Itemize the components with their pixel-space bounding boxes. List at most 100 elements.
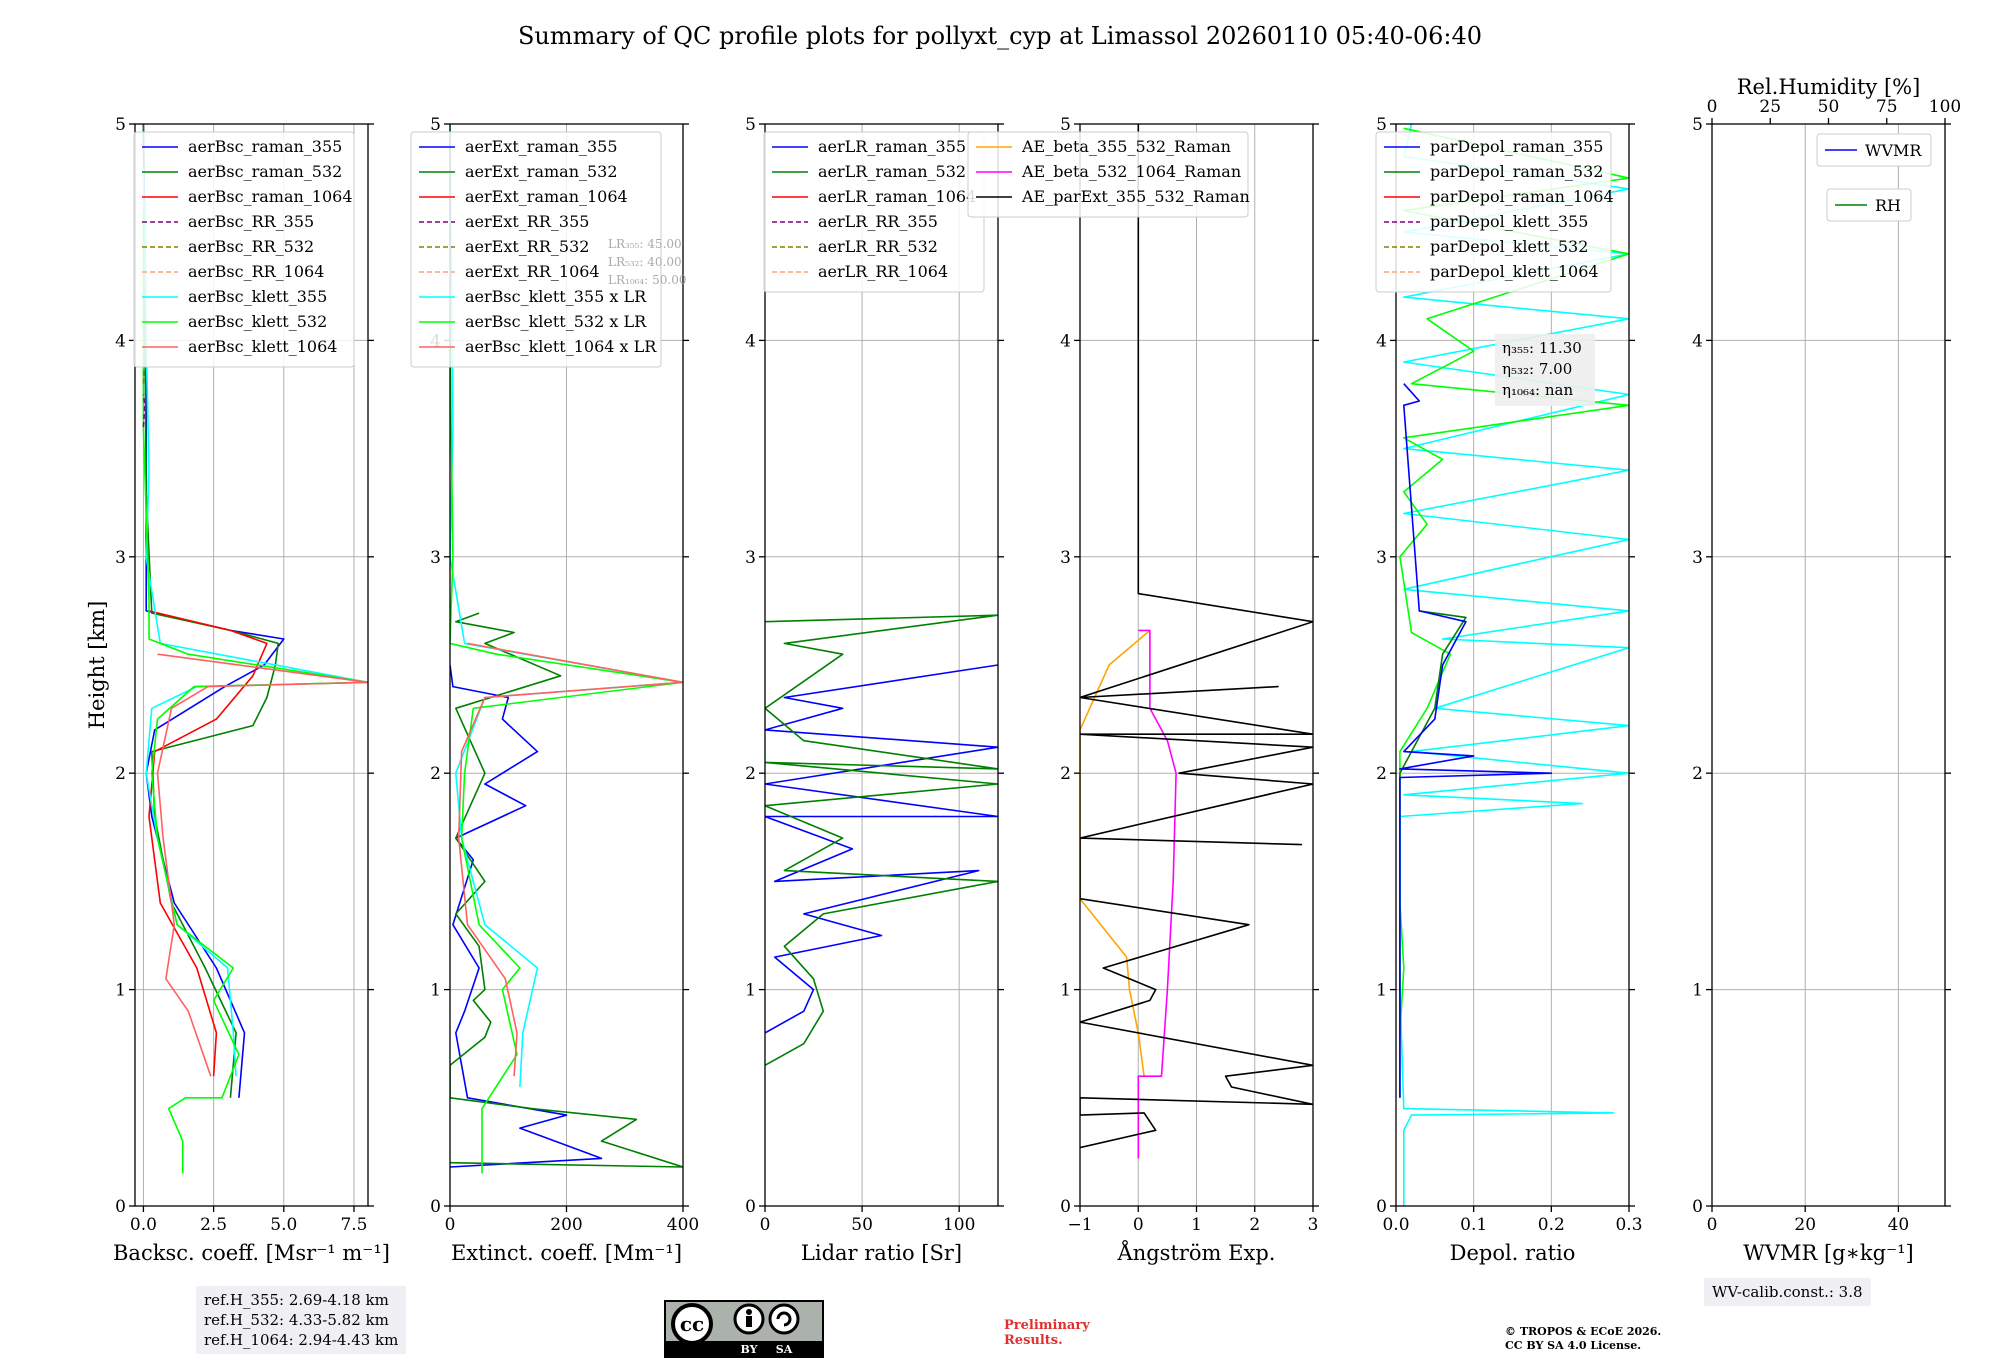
x-top-tick-label: 75: [1876, 97, 1898, 117]
y-tick-label: 4: [115, 331, 126, 351]
eta-note-label: η₅₃₂: 7.00: [1502, 360, 1572, 378]
ref-height-1064: ref.H_1064: 2.94-4.43 km: [204, 1331, 399, 1349]
series-line-aerExt_raman_532: [450, 612, 683, 1168]
x-tick-label: 100: [943, 1215, 975, 1235]
legend-box: [1826, 188, 1912, 222]
series-line-aerExt_raman_355: [450, 664, 603, 1168]
preliminary-line-1: Preliminary: [1004, 1318, 1090, 1333]
chart-panel-0: 0 1 2 3 4 5 0.0 2.5 5.0 7.5 Backsc. coeff. [Msr⁻¹ …: [85, 115, 390, 1265]
y-tick-label: 2: [1692, 764, 1703, 784]
y-tick-label: 2: [1060, 764, 1071, 784]
x-tick-label: 0.3: [1615, 1215, 1642, 1235]
cc-license-logo: cc BY SA: [664, 1300, 824, 1358]
legend-label: aerLR_RR_1064: [818, 262, 948, 281]
plot-frame: [764, 123, 999, 1207]
y-tick-label: 4: [1060, 331, 1071, 351]
wv-calib-box: WV-calib.const.: 3.8: [1704, 1278, 1871, 1306]
x-axis-label: Ångström Exp.: [1117, 1240, 1276, 1265]
y-tick-label: 4: [745, 331, 756, 351]
legend-label: aerBsc_RR_532: [188, 237, 314, 256]
y-tick-label: 0: [115, 1197, 126, 1217]
legend-label: aerExt_RR_532: [465, 237, 589, 256]
legend-label: WVMR: [1865, 141, 1922, 160]
x-top-axis-label: Rel.Humidity [%]: [1737, 75, 1921, 99]
y-tick-label: 2: [1376, 764, 1387, 784]
legend-label: aerLR_raman_355: [818, 137, 966, 156]
legend-label: parDepol_klett_355: [1430, 212, 1588, 231]
x-tick-label: 2.5: [200, 1215, 227, 1235]
legend-label: aerBsc_klett_1064: [188, 337, 337, 356]
x-tick-label: 50: [851, 1215, 873, 1235]
legend-box: [967, 131, 1249, 218]
cc-sa-text: SA: [776, 1343, 793, 1356]
series-line-aerBsc_klett_532 x LR: [450, 340, 683, 1174]
x-axis-label: Depol. ratio: [1450, 1241, 1576, 1265]
legend-box: [1375, 131, 1612, 293]
series-line-parDepol_raman_532: [1399, 610, 1467, 1098]
x-tick-label: 200: [550, 1215, 582, 1235]
eta-note-label: η₁₀₆₄: nan: [1502, 381, 1573, 399]
y-tick-label: 3: [1376, 548, 1387, 568]
chart-panel-1: 0123450200400Extinct. coeff. [Mm⁻¹]aerEx…: [410, 115, 699, 1265]
legend-label: aerBsc_klett_1064 x LR: [465, 337, 657, 356]
y-tick-label: 1: [1692, 981, 1703, 1001]
y-tick-label: 4: [1376, 331, 1387, 351]
plot-frame: [1395, 123, 1630, 1207]
x-tick-label: 20: [1794, 1215, 1816, 1235]
x-tick-label: 2: [1249, 1215, 1260, 1235]
legend-label: aerExt_raman_355: [465, 137, 618, 156]
y-tick-label: 5: [430, 115, 441, 135]
y-tick-label: 1: [745, 981, 756, 1001]
series-line-AE_parExt_355_532_Raman: [1080, 124, 1313, 1149]
y-tick-label: 3: [1060, 548, 1071, 568]
series-line-aerBsc_klett_355: [142, 167, 368, 1077]
legend-label: aerBsc_RR_355: [188, 212, 314, 231]
ref-height-532: ref.H_532: 4.33-5.82 km: [204, 1311, 389, 1329]
legend-label: aerExt_raman_1064: [465, 187, 628, 206]
copyright-line-1: © TROPOS & ECoE 2026.: [1505, 1325, 1662, 1338]
x-tick-label: 0: [445, 1215, 456, 1235]
legend-box: [410, 131, 662, 368]
x-tick-label: 400: [667, 1215, 699, 1235]
legend-label: parDepol_klett_1064: [1430, 262, 1599, 281]
x-tick-label: 5.0: [270, 1215, 297, 1235]
lr-note-label: LR₃₅₅: 45.00: [608, 237, 682, 251]
legend-label: aerBsc_klett_355: [188, 287, 327, 306]
legend-label: aerBsc_klett_355 x LR: [465, 287, 647, 306]
eta-note-box: [1495, 334, 1595, 406]
legend-label: aerLR_RR_532: [818, 237, 938, 256]
x-axis-label: Backsc. coeff. [Msr⁻¹ m⁻¹]: [113, 1241, 390, 1265]
y-tick-label: 0: [1376, 1197, 1387, 1217]
copyright-note: © TROPOS & ECoE 2026. CC BY SA 4.0 Licen…: [1505, 1325, 1661, 1353]
series-line-aerBsc_klett_532: [142, 210, 368, 1174]
legend-label: RH: [1875, 196, 1901, 215]
chart-panel-4: 0 1 2 3 4 5 0.0 0.1 0.2 0.3 Depol. ratio parDepol_r…: [1375, 115, 1643, 1265]
x-tick-label: 1: [1191, 1215, 1202, 1235]
y-tick-label: 5: [1692, 115, 1703, 135]
y-tick-label: 3: [745, 548, 756, 568]
plot-frame: [1711, 123, 1946, 1207]
x-tick-label: 3: [1308, 1215, 1319, 1235]
legend-label: AE_beta_532_1064_Raman: [1021, 162, 1241, 181]
preliminary-note: Preliminary Results.: [1004, 1318, 1090, 1348]
legend-label: aerLR_raman_532: [818, 162, 966, 181]
y-tick-label: 5: [115, 115, 126, 135]
y-tick-label: 0: [430, 1197, 441, 1217]
x-tick-label: 0: [1707, 1215, 1718, 1235]
lr-note-label: LR₅₃₂: 40.00: [608, 255, 682, 269]
preliminary-line-2: Results.: [1004, 1333, 1063, 1348]
series-line-AE_beta_355_532_Raman: [1080, 629, 1151, 1077]
x-tick-label: 0.0: [1382, 1215, 1409, 1235]
x-tick-label: 0.0: [130, 1215, 157, 1235]
legend-label: aerBsc_klett_532 x LR: [465, 312, 647, 331]
legend-label: aerBsc_raman_1064: [188, 187, 353, 206]
legend-label: aerBsc_klett_532: [188, 312, 327, 331]
plot-frame: [134, 123, 369, 1207]
y-tick-label: 1: [115, 981, 126, 1001]
ref-height-box: ref.H_355: 2.69-4.18 km ref.H_532: 4.33-…: [196, 1286, 407, 1354]
ref-height-355: ref.H_355: 2.69-4.18 km: [204, 1291, 389, 1309]
legend-box: [133, 131, 355, 368]
wv-calib-text: WV-calib.const.: 3.8: [1712, 1283, 1863, 1301]
